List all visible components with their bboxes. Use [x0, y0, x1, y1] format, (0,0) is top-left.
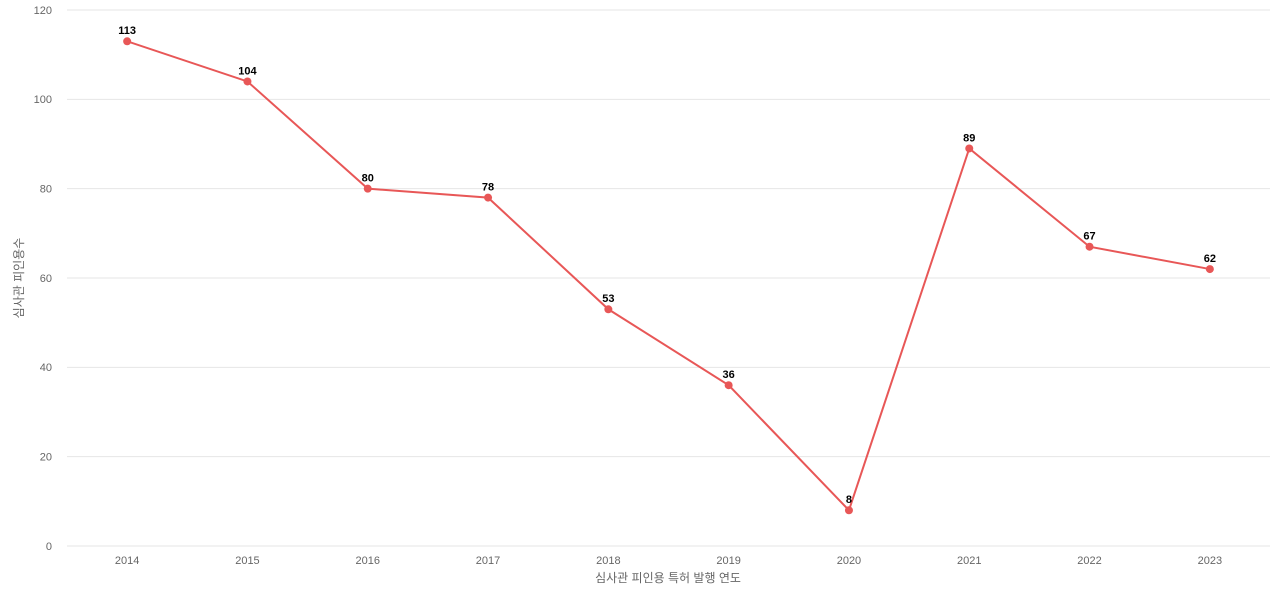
value-label: 113 — [118, 25, 136, 37]
value-label: 8 — [846, 494, 852, 506]
data-point — [243, 77, 252, 86]
x-tick-label: 2022 — [1077, 555, 1101, 567]
data-point — [604, 305, 613, 314]
y-tick-label: 60 — [40, 273, 52, 285]
data-line — [126, 40, 1211, 513]
value-label: 67 — [1083, 231, 1095, 243]
y-axis-title: 심사관 피인용수 — [12, 238, 26, 319]
data-point — [363, 184, 372, 193]
data-point — [844, 506, 853, 515]
data-point — [1085, 242, 1094, 251]
x-tick-label: 2020 — [837, 555, 861, 567]
value-label: 62 — [1204, 253, 1216, 265]
x-tick-label: 2015 — [235, 555, 259, 567]
value-label: 36 — [723, 369, 735, 381]
value-label: 89 — [963, 132, 975, 144]
x-tick-label: 2019 — [716, 555, 740, 567]
data-point — [965, 144, 974, 153]
y-tick-label: 100 — [34, 94, 52, 106]
value-label: 104 — [238, 65, 257, 77]
x-tick-label: 2017 — [476, 555, 500, 567]
y-tick-label: 80 — [40, 184, 52, 196]
x-tick-label: 2021 — [957, 555, 981, 567]
x-tick-label: 2016 — [356, 555, 380, 567]
data-point — [1205, 265, 1214, 274]
value-label: 53 — [602, 293, 614, 305]
x-tick-label: 2018 — [596, 555, 620, 567]
value-label: 78 — [482, 182, 494, 194]
y-tick-label: 20 — [40, 452, 52, 464]
y-tick-label: 40 — [40, 362, 52, 374]
x-tick-label: 2014 — [115, 555, 139, 567]
x-axis-title: 심사관 피인용 특허 발행 연도 — [595, 570, 741, 585]
x-tick-label: 2023 — [1198, 555, 1222, 567]
data-point — [484, 193, 493, 202]
data-point — [724, 381, 733, 390]
value-label: 80 — [362, 173, 374, 185]
y-tick-label: 0 — [46, 541, 52, 553]
data-point — [123, 37, 132, 46]
y-tick-label: 120 — [34, 5, 52, 17]
